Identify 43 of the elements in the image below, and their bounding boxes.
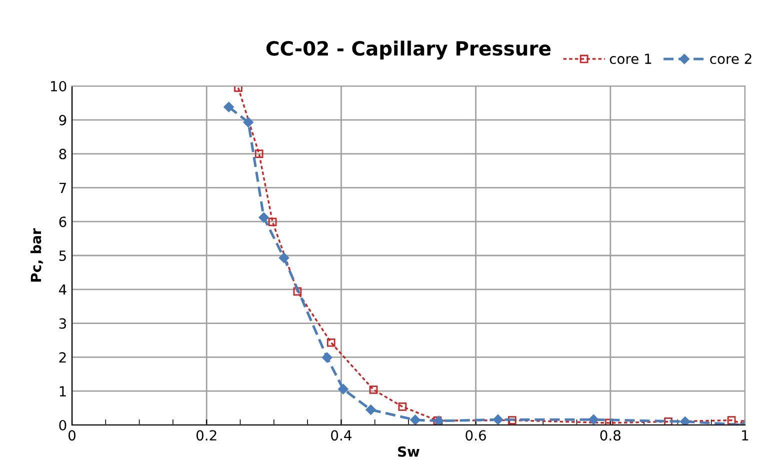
x-tick-label: 1 bbox=[742, 430, 748, 440]
x-tick-label: 0.2 bbox=[196, 430, 216, 441]
x-axis-title: Sw bbox=[398, 446, 420, 457]
y-tick-label: 5 bbox=[59, 250, 66, 261]
point bbox=[492, 414, 504, 425]
point bbox=[322, 352, 332, 363]
y-tick-label: 10 bbox=[50, 80, 66, 92]
point bbox=[254, 150, 264, 158]
x-tick-label: 0.6 bbox=[466, 430, 486, 441]
point bbox=[338, 384, 348, 394]
point bbox=[508, 416, 516, 424]
y-tick-label: 6 bbox=[59, 216, 66, 228]
point bbox=[680, 416, 690, 425]
y-tick-label: 1 bbox=[60, 386, 66, 396]
point bbox=[293, 287, 302, 296]
y-tick-label: 2 bbox=[59, 352, 66, 362]
x-tick-label: 0 bbox=[68, 430, 76, 441]
point bbox=[258, 212, 269, 223]
y-tick-label: 0 bbox=[59, 420, 66, 430]
point bbox=[278, 252, 290, 263]
y-tick-label: 8 bbox=[59, 148, 66, 160]
y-tick-label: 3 bbox=[59, 318, 66, 329]
point bbox=[243, 117, 254, 128]
y-tick-label: 4 bbox=[58, 284, 66, 295]
point bbox=[224, 102, 234, 112]
point bbox=[604, 418, 614, 425]
y-tick-label: 7 bbox=[59, 182, 66, 193]
chart-title: CC-02 - Capillary Pressure bbox=[266, 40, 551, 60]
point bbox=[588, 414, 599, 425]
x-tick-label: 0.8 bbox=[600, 430, 620, 441]
point bbox=[234, 86, 242, 92]
point bbox=[366, 404, 376, 415]
point bbox=[369, 386, 378, 394]
legend-label: core 2 bbox=[710, 54, 752, 64]
point bbox=[398, 402, 407, 411]
point bbox=[410, 414, 420, 425]
point bbox=[727, 416, 736, 424]
legend-label: core 1 bbox=[610, 54, 652, 64]
point bbox=[268, 218, 277, 226]
y-tick-label: 9 bbox=[59, 114, 66, 126]
y-axis-title: Pc, bar bbox=[30, 228, 43, 282]
x-tick-label: 0.4 bbox=[331, 430, 352, 441]
point bbox=[326, 338, 336, 347]
